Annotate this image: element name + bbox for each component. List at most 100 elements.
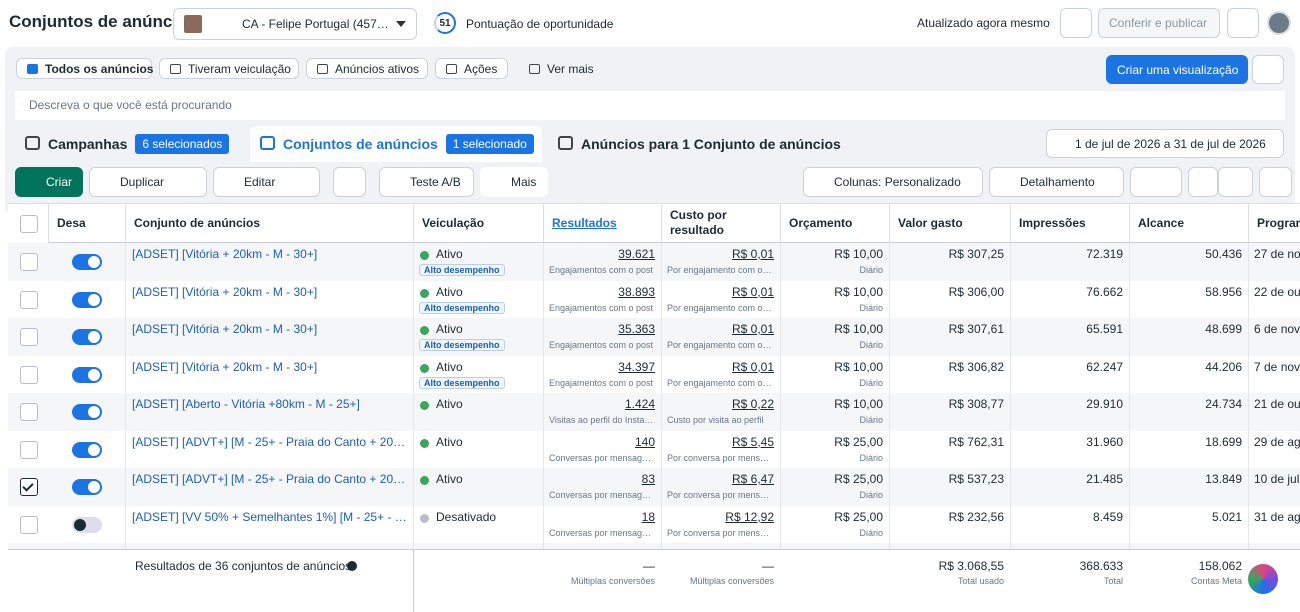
more-button[interactable] xyxy=(1227,8,1259,38)
toggle-knob xyxy=(74,518,86,531)
budget_note: Diário xyxy=(859,490,883,500)
cost[interactable]: R$ 0,22 xyxy=(731,397,774,411)
column-header[interactable]: Programação xyxy=(1248,204,1300,243)
toolbar-button[interactable]: Mais xyxy=(480,167,548,197)
toolbar-button[interactable]: Editar xyxy=(213,167,320,197)
toolbar-icon-button[interactable] xyxy=(1218,167,1253,197)
adset-name[interactable]: [ADSET] [VV 50% + Semelhantes 1%] [M - 2… xyxy=(132,509,407,524)
cost_note: Custo por visita ao perfil xyxy=(667,415,764,425)
account-name: CA - Felipe Portugal (457… xyxy=(242,17,389,31)
budget: R$ 10,00 xyxy=(834,359,883,374)
column-divider xyxy=(1129,243,1130,549)
toggle[interactable] xyxy=(72,254,102,270)
toolbar-icon-button[interactable] xyxy=(1259,167,1292,197)
row-checkbox[interactable] xyxy=(20,440,38,459)
column-header[interactable]: Veiculação xyxy=(413,204,543,243)
filter-label: Ações xyxy=(464,61,498,76)
results-summary: Resultados de 36 conjuntos de anúncios xyxy=(135,559,352,573)
toolbar-button[interactable]: Colunas: Personalizado xyxy=(803,167,983,197)
row-checkbox[interactable] xyxy=(20,403,38,421)
column-header[interactable]: Conjunto de anúncios xyxy=(125,204,413,243)
column-header[interactable]: Custo por resultado xyxy=(661,204,780,243)
cost[interactable]: R$ 5,45 xyxy=(731,434,774,449)
cost[interactable]: R$ 0,01 xyxy=(731,247,774,261)
toggle[interactable] xyxy=(72,516,102,533)
toolbar-icon-button[interactable] xyxy=(333,167,366,197)
filter-button[interactable]: Ver mais xyxy=(518,58,598,79)
filter-icon xyxy=(27,64,38,74)
reach: 5.021 xyxy=(1211,509,1242,524)
table-row: [ADSET] [Vitória + 20km - M - 30+] Ativo A… xyxy=(8,243,1300,281)
filter-button[interactable]: Todos os anúncios xyxy=(16,58,153,79)
results[interactable]: 38.893 xyxy=(618,284,655,299)
create-view-button[interactable]: Criar uma visualização xyxy=(1106,55,1248,84)
header-checkbox[interactable] xyxy=(20,215,38,233)
refresh-button[interactable] xyxy=(1060,8,1092,38)
date-range[interactable]: 1 de jul de 2026 a 31 de jul de 2026 xyxy=(1046,129,1284,158)
column-header[interactable]: Impressões xyxy=(1010,204,1129,243)
toolbar-button[interactable]: Teste A/B xyxy=(379,167,474,197)
footer-impressions-note: Total xyxy=(1103,576,1123,586)
adset-name[interactable]: [ADSET] [Aberto - Vitória +80km - M - 25… xyxy=(132,397,360,411)
row-checkbox[interactable] xyxy=(20,290,38,309)
column-header[interactable]: Valor gasto xyxy=(889,204,1010,243)
cost[interactable]: R$ 0,01 xyxy=(731,359,774,374)
cost[interactable]: R$ 0,01 xyxy=(731,284,774,299)
row-checkbox[interactable] xyxy=(20,515,38,534)
cost_note: Por engajamento com o post xyxy=(667,377,774,388)
tab[interactable]: Campanhas 6 selecionados xyxy=(15,126,245,162)
cost[interactable]: R$ 0,01 xyxy=(731,322,774,336)
adset-name[interactable]: [ADSET] [ADVT+] [M - 25+ - Praia do Cant… xyxy=(132,472,407,486)
toolbar-button[interactable]: Detalhamento xyxy=(989,167,1124,197)
results[interactable]: 34.397 xyxy=(618,359,655,374)
search-input[interactable]: Descreva o que você está procurando xyxy=(15,91,1285,120)
results[interactable]: 18 xyxy=(641,509,655,524)
cost[interactable]: R$ 6,47 xyxy=(731,472,774,486)
toggle[interactable] xyxy=(72,404,102,420)
assistant-icon[interactable] xyxy=(1248,564,1278,594)
adset-name[interactable]: [ADSET] [Vitória + 20km - M - 30+] xyxy=(132,284,318,299)
impressions: 31.960 xyxy=(1086,434,1123,449)
account-selector[interactable]: CA - Felipe Portugal (457… xyxy=(173,8,417,40)
status-badge: Alto desempenho xyxy=(419,264,505,276)
adset-name[interactable]: [ADSET] [ADVT+] [M - 25+ - Praia do Cant… xyxy=(132,434,407,449)
filter-button[interactable]: Anúncios ativos xyxy=(306,58,428,79)
column-header[interactable]: Desa xyxy=(48,204,125,243)
table-row: [ADSET] [ADVT+] [M - 25+ - Praia do Cant… xyxy=(8,430,1300,468)
toolbar-icon-button[interactable] xyxy=(1130,167,1182,197)
row-checkbox[interactable] xyxy=(20,328,38,346)
column-divider xyxy=(543,243,544,549)
row-checkbox[interactable] xyxy=(20,253,38,271)
column-header[interactable]: Orçamento xyxy=(780,204,889,243)
filter-button[interactable]: Ações xyxy=(435,58,508,79)
row-checkbox[interactable] xyxy=(20,365,38,384)
column-header[interactable]: Alcance xyxy=(1129,204,1248,243)
score-label[interactable]: Pontuação de oportunidade xyxy=(466,17,614,31)
column-header[interactable]: Resultados xyxy=(543,204,661,243)
toggle[interactable] xyxy=(72,479,102,495)
toolbar-button[interactable]: Criar xyxy=(15,167,83,197)
toolbar-button[interactable]: Duplicar xyxy=(89,167,207,197)
toggle[interactable] xyxy=(72,366,102,383)
results[interactable]: 1.424 xyxy=(624,397,655,411)
adset-name[interactable]: [ADSET] [Vitória + 20km - M - 30+] xyxy=(132,359,318,374)
results[interactable]: 39.621 xyxy=(618,247,655,261)
adset-name[interactable]: [ADSET] [Vitória + 20km - M - 30+] xyxy=(132,322,318,336)
results[interactable]: 140 xyxy=(634,434,655,449)
toggle[interactable] xyxy=(72,329,102,345)
tab[interactable]: Anúncios para 1 Conjunto de anúncios xyxy=(548,126,841,162)
results[interactable]: 83 xyxy=(641,472,655,486)
toggle-knob xyxy=(88,368,100,381)
settings-button[interactable] xyxy=(1252,55,1284,84)
row-checkbox[interactable] xyxy=(20,478,38,496)
cost[interactable]: R$ 12,92 xyxy=(725,509,774,524)
adset-name[interactable]: [ADSET] [Vitória + 20km - M - 30+] xyxy=(132,247,318,261)
toggle[interactable] xyxy=(72,291,102,308)
filter-button[interactable]: Tiveram veiculação xyxy=(159,58,299,79)
toggle[interactable] xyxy=(72,441,102,458)
results[interactable]: 35.363 xyxy=(618,322,655,336)
tab[interactable]: Conjuntos de anúncios 1 selecionado xyxy=(250,126,542,162)
column-label: Custo por resultado xyxy=(670,208,727,237)
toolbar-icon-button[interactable] xyxy=(1188,167,1218,197)
status-dot xyxy=(420,513,429,523)
